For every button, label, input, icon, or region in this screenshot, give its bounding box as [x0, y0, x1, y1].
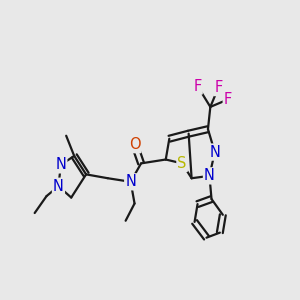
Text: N: N [209, 145, 220, 160]
Text: F: F [224, 92, 232, 107]
Text: F: F [194, 79, 202, 94]
Text: N: N [53, 179, 64, 194]
Text: N: N [204, 168, 215, 183]
Text: N: N [56, 158, 66, 172]
Text: F: F [214, 80, 223, 95]
Text: N: N [125, 174, 136, 189]
Text: S: S [177, 156, 187, 171]
Text: O: O [129, 137, 140, 152]
